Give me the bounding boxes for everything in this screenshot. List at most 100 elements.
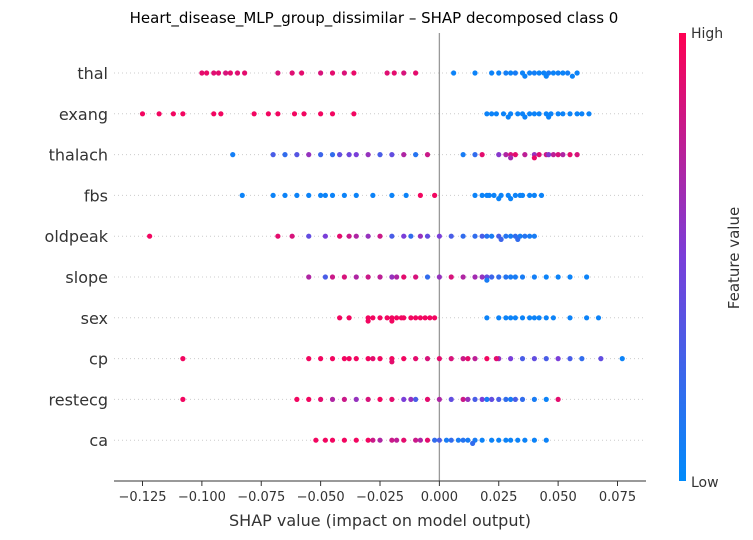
point-thal-0 [199, 70, 205, 76]
point-fbs-11 [389, 192, 395, 198]
point-thalach-18 [479, 152, 485, 158]
point-slope-5 [365, 274, 371, 280]
point-cp-22 [543, 356, 549, 362]
shap-points [139, 70, 625, 446]
point-exang-22 [536, 111, 542, 117]
point-restecg-22 [508, 396, 514, 402]
point-slope-1 [322, 274, 328, 280]
point-sex-22 [512, 315, 518, 321]
point-oldpeak-26 [527, 233, 533, 239]
x-tick-label-1: −0.100 [178, 490, 226, 505]
point-ca-31 [470, 440, 476, 446]
point-exang-16 [500, 111, 507, 117]
point-exang-6 [251, 111, 257, 117]
feature-label-thalach: thalach [49, 146, 108, 165]
point-oldpeak-4 [322, 233, 328, 239]
point-thalach-11 [377, 152, 383, 158]
point-restecg-27 [555, 396, 561, 402]
point-cp-7 [365, 356, 371, 362]
point-ca-18 [460, 437, 466, 443]
point-slope-25 [555, 274, 561, 280]
point-oldpeak-25 [522, 233, 528, 239]
point-cp-17 [484, 356, 490, 362]
feature-label-slope: slope [65, 268, 108, 287]
point-fbs-4 [306, 192, 312, 198]
point-cp-10 [401, 356, 407, 362]
point-ca-16 [448, 437, 454, 443]
point-cp-0 [180, 356, 186, 362]
colorbar-high-label: High [691, 26, 723, 42]
point-thal-3 [215, 70, 222, 76]
feature-label-thal: thal [77, 64, 108, 83]
point-cp-25 [579, 356, 585, 362]
point-thalach-13 [401, 152, 407, 158]
point-restecg-10 [401, 396, 407, 402]
point-restecg-17 [479, 396, 485, 402]
point-sex-9 [408, 315, 414, 321]
point-oldpeak-6 [346, 233, 352, 239]
point-slope-22 [519, 274, 526, 280]
point-thal-28 [536, 70, 542, 76]
point-slope-9 [401, 274, 407, 280]
point-sex-11 [417, 315, 423, 321]
point-ca-6 [370, 437, 376, 443]
point-thalach-4 [306, 152, 312, 158]
point-oldpeak-0 [147, 233, 153, 239]
point-thalach-7 [337, 152, 343, 158]
point-oldpeak-14 [436, 233, 442, 239]
point-slope-16 [479, 274, 485, 280]
point-cp-26 [598, 356, 604, 362]
point-fbs-3 [294, 192, 300, 198]
point-slope-18 [489, 274, 495, 280]
point-ca-24 [503, 437, 509, 443]
point-thal-7 [242, 70, 248, 76]
point-exang-33 [505, 114, 511, 120]
point-cp-6 [353, 356, 359, 362]
point-exang-21 [531, 111, 537, 117]
x-tick-label-5: 0.000 [421, 490, 458, 505]
point-thalach-31 [574, 152, 580, 158]
point-sex-1 [346, 315, 352, 321]
point-slope-14 [460, 274, 466, 280]
point-slope-10 [413, 274, 419, 280]
point-cp-29 [465, 356, 471, 362]
point-sex-3 [370, 315, 376, 321]
point-slope-20 [503, 274, 509, 280]
point-exang-29 [579, 111, 585, 117]
point-cp-2 [318, 356, 324, 362]
point-exang-0 [139, 111, 146, 117]
point-slope-6 [377, 274, 383, 280]
point-slope-0 [306, 274, 312, 280]
point-thal-2 [211, 70, 217, 76]
point-oldpeak-27 [531, 233, 537, 239]
point-restecg-24 [519, 396, 526, 402]
point-fbs-26 [496, 196, 502, 202]
point-oldpeak-9 [377, 233, 383, 239]
point-cp-31 [493, 356, 499, 362]
point-restecg-21 [503, 396, 509, 402]
point-ca-30 [417, 437, 423, 443]
point-exang-32 [522, 114, 528, 120]
point-restecg-11 [413, 396, 419, 402]
point-exang-9 [291, 111, 298, 117]
point-sex-20 [503, 315, 509, 321]
point-slope-26 [567, 274, 573, 280]
x-tick-label-2: −0.075 [237, 490, 285, 505]
point-sex-10 [413, 315, 419, 321]
point-thal-17 [401, 70, 407, 76]
point-ca-23 [496, 437, 502, 443]
point-restecg-5 [341, 396, 347, 402]
point-exang-20 [527, 111, 533, 117]
point-thal-23 [508, 70, 514, 76]
point-exang-5 [218, 111, 224, 117]
point-thalach-0 [230, 152, 236, 158]
point-cp-21 [531, 356, 537, 362]
point-restecg-9 [389, 396, 395, 402]
x-tick-label-6: 0.025 [480, 490, 517, 505]
point-fbs-22 [527, 192, 533, 198]
point-cp-15 [460, 356, 466, 362]
point-slope-11 [424, 274, 431, 280]
point-oldpeak-7 [353, 233, 359, 239]
point-thal-10 [299, 70, 305, 76]
point-fbs-17 [491, 192, 497, 198]
